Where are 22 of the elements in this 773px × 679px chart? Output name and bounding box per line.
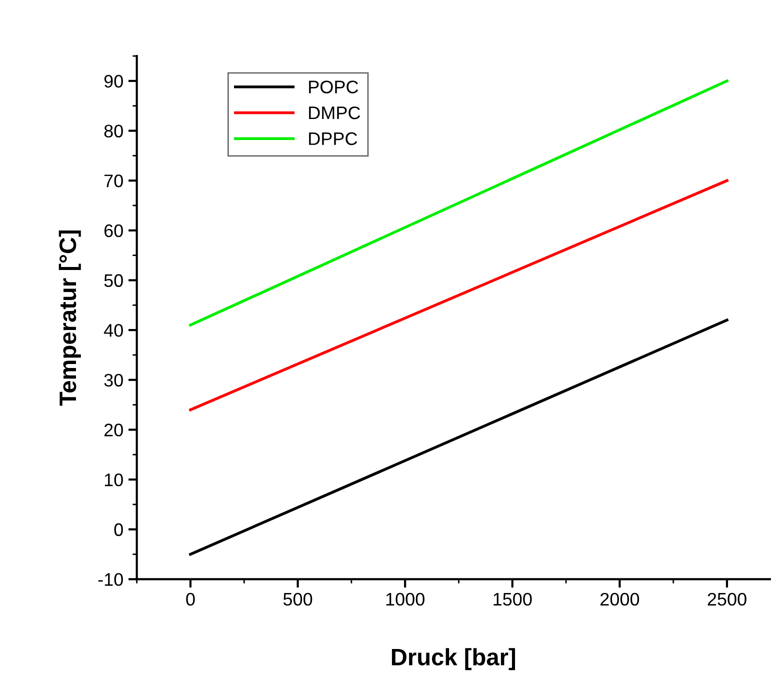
x-tick-label: 0: [186, 592, 195, 606]
y-tick-label: 10: [104, 473, 123, 486]
legend-label: POPC: [309, 80, 358, 94]
y-tick-label: 90: [104, 74, 123, 88]
y-tick-label: 60: [104, 224, 123, 238]
x-axis-title: Druck [bar]: [392, 648, 516, 670]
y-tick-label: 40: [104, 324, 123, 337]
y-tick-label: 0: [114, 523, 123, 536]
y-tick-label: 80: [104, 124, 123, 138]
y-tick-label: 30: [104, 374, 123, 387]
y-tick-label: 50: [104, 274, 123, 287]
legend-label: DMPC: [309, 106, 360, 120]
legend-label: DPPC: [309, 132, 358, 146]
x-tick-label: 1500: [494, 592, 532, 606]
x-tick-label: 500: [283, 592, 312, 606]
x-tick-label: 2000: [600, 592, 640, 606]
x-tick-label: 2500: [708, 592, 746, 606]
y-axis-title: Temperatur [°C]: [58, 230, 81, 406]
y-tick-label: 20: [104, 424, 123, 436]
x-tick-label: 1000: [386, 592, 424, 606]
y-tick-label: 70: [104, 174, 123, 188]
y-tick-label: -10: [98, 573, 123, 586]
